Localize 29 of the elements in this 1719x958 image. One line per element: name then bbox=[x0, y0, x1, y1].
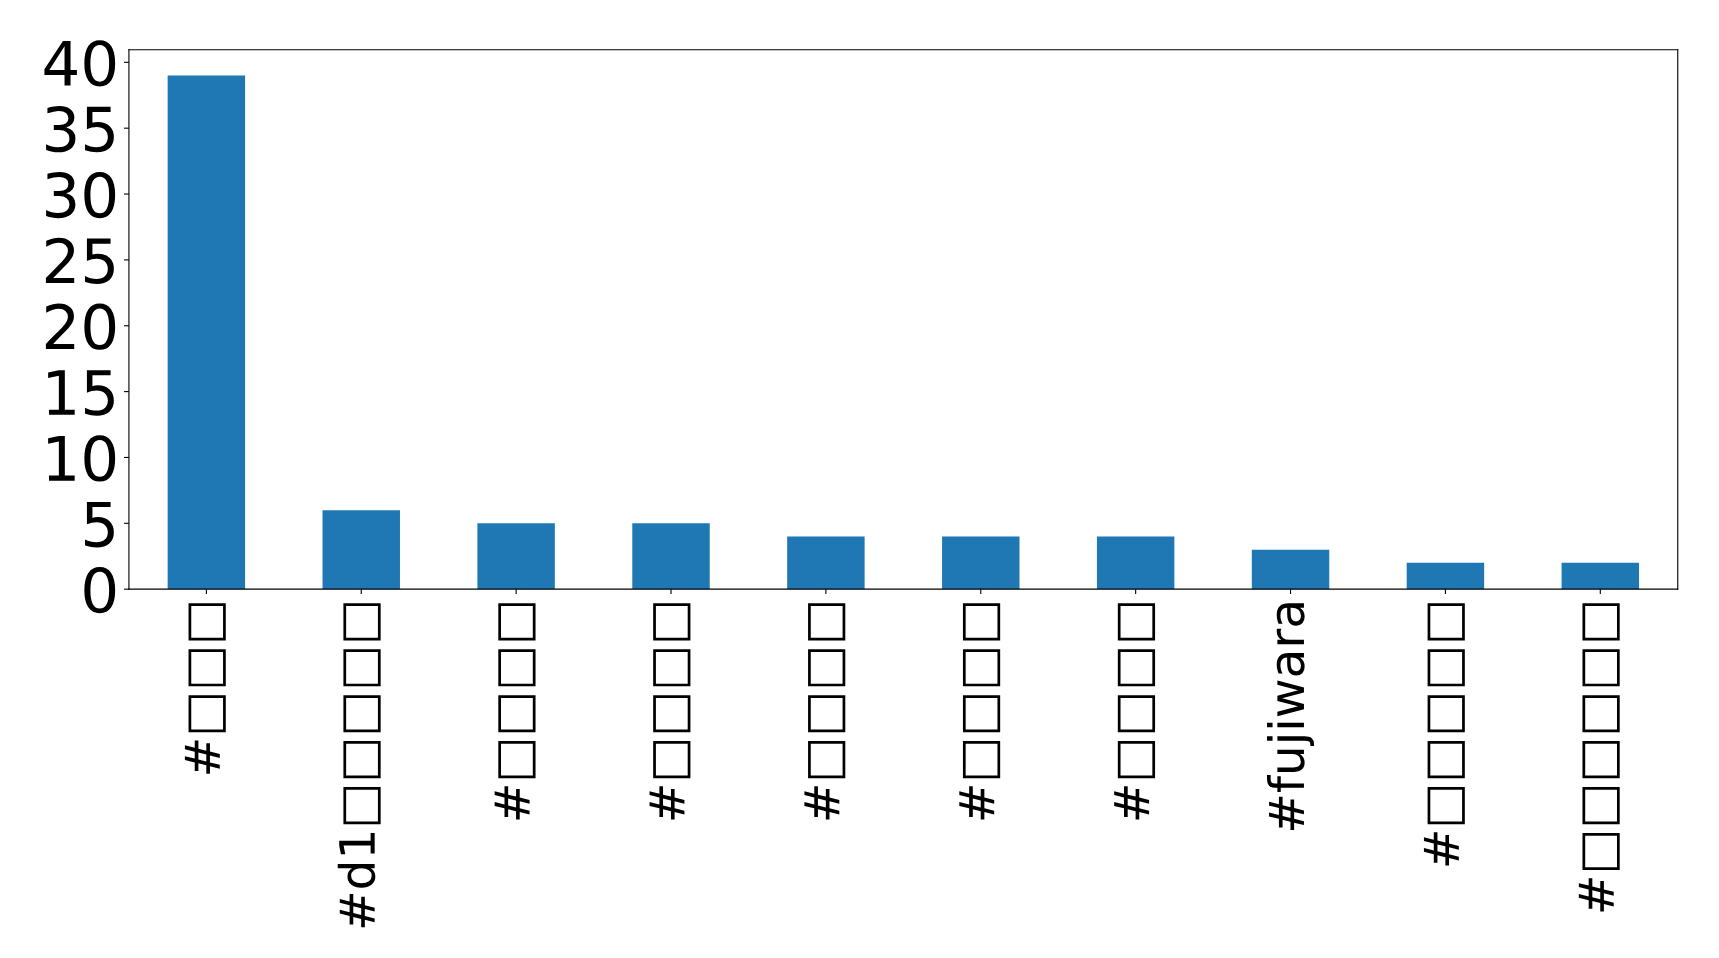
bar bbox=[1096, 536, 1175, 590]
y-tick-label: 20 bbox=[45, 303, 116, 350]
y-tick-label: 40 bbox=[44, 40, 116, 87]
y-tick-label: 15 bbox=[48, 370, 114, 416]
y-tick-label: 30 bbox=[46, 171, 116, 219]
bar bbox=[632, 523, 710, 590]
x-tick-label: #□□□□ bbox=[649, 603, 691, 820]
bar bbox=[1406, 562, 1485, 590]
x-tick-label: #fujiwara bbox=[1267, 603, 1315, 831]
bar bbox=[167, 75, 246, 590]
x-tick-label: #□□□□□□ bbox=[1578, 603, 1620, 912]
y-tick-label: 5 bbox=[85, 501, 114, 548]
bar bbox=[1561, 562, 1640, 590]
bar bbox=[322, 510, 400, 590]
y-tick-label: 25 bbox=[45, 237, 114, 284]
x-tick-label: #□□□□ bbox=[804, 603, 846, 820]
x-tick-label: #□□□ bbox=[184, 603, 226, 774]
bar bbox=[942, 536, 1020, 590]
x-tick-label: #□□□□ bbox=[1114, 603, 1156, 820]
y-tick-label: 10 bbox=[48, 435, 116, 482]
x-tick-label: #□□□□ bbox=[494, 603, 536, 820]
bar bbox=[477, 523, 555, 590]
y-tick-label: 0 bbox=[84, 567, 116, 614]
y-tick-label: 35 bbox=[46, 106, 114, 153]
bar bbox=[1251, 549, 1330, 590]
x-tick-label: #d1□□□□□ bbox=[337, 603, 381, 928]
x-tick-label: #□□□□ bbox=[959, 603, 1001, 820]
x-tick-label: #□□□□□ bbox=[1423, 603, 1465, 866]
bar bbox=[787, 536, 865, 590]
